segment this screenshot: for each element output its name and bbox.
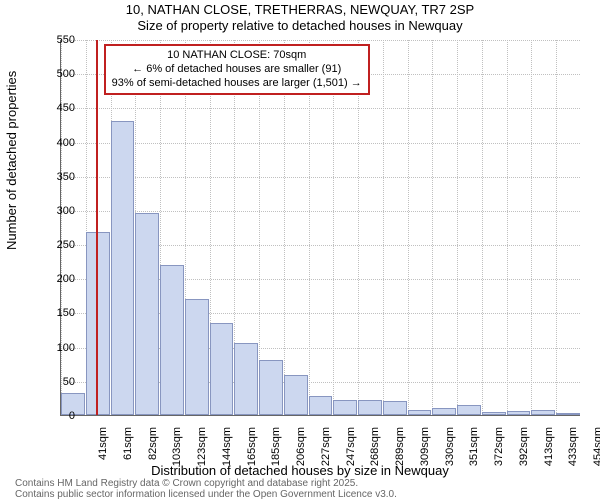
chart-subtitle: Size of property relative to detached ho… <box>0 18 600 33</box>
histogram-bar <box>135 213 159 415</box>
x-axis-label: Distribution of detached houses by size … <box>0 463 600 478</box>
footer-attribution: Contains HM Land Registry data © Crown c… <box>15 478 397 500</box>
gridline-h <box>61 40 580 41</box>
y-tick-label: 550 <box>45 34 75 46</box>
chart-container: 10, NATHAN CLOSE, TRETHERRAS, NEWQUAY, T… <box>0 0 600 500</box>
gridline-v <box>61 40 62 415</box>
histogram-bar <box>482 412 506 415</box>
histogram-bar <box>408 410 432 415</box>
gridline-v <box>556 40 557 415</box>
gridline-v <box>309 40 310 415</box>
histogram-bar <box>507 411 531 415</box>
y-tick-label: 400 <box>45 137 75 149</box>
annotation-box: 10 NATHAN CLOSE: 70sqm ← 6% of detached … <box>104 44 370 95</box>
footer-line2: Contains public sector information licen… <box>15 489 397 500</box>
gridline-h <box>61 177 580 178</box>
histogram-bar <box>309 396 333 415</box>
y-tick-label: 300 <box>45 205 75 217</box>
histogram-bar <box>383 401 407 415</box>
histogram-bar <box>210 323 234 415</box>
gridline-h <box>61 108 580 109</box>
y-axis-label: Number of detached properties <box>4 71 19 250</box>
histogram-bar <box>531 410 555 415</box>
histogram-bar <box>358 400 382 415</box>
gridline-v <box>432 40 433 415</box>
y-tick-label: 100 <box>45 342 75 354</box>
gridline-v <box>358 40 359 415</box>
y-tick-label: 50 <box>45 376 75 388</box>
gridline-v <box>408 40 409 415</box>
marker-line <box>96 40 98 415</box>
annotation-line3: 93% of semi-detached houses are larger (… <box>112 77 362 91</box>
chart-title: 10, NATHAN CLOSE, TRETHERRAS, NEWQUAY, T… <box>0 2 600 17</box>
histogram-bar <box>160 265 184 415</box>
histogram-bar <box>259 360 283 415</box>
gridline-h <box>61 143 580 144</box>
histogram-bar <box>556 413 580 415</box>
gridline-v <box>507 40 508 415</box>
gridline-h <box>61 211 580 212</box>
y-tick-label: 350 <box>45 171 75 183</box>
gridline-v <box>531 40 532 415</box>
annotation-line2: ← 6% of detached houses are smaller (91) <box>112 63 362 77</box>
histogram-bar <box>185 299 209 415</box>
gridline-v <box>259 40 260 415</box>
gridline-v <box>284 40 285 415</box>
y-tick-label: 450 <box>45 102 75 114</box>
gridline-v <box>482 40 483 415</box>
histogram-bar <box>333 400 357 415</box>
gridline-v <box>457 40 458 415</box>
y-tick-label: 250 <box>45 239 75 251</box>
y-tick-label: 500 <box>45 68 75 80</box>
histogram-bar <box>234 343 258 415</box>
y-tick-label: 150 <box>45 307 75 319</box>
footer-line1: Contains HM Land Registry data © Crown c… <box>15 478 397 489</box>
histogram-bar <box>284 375 308 415</box>
gridline-v <box>383 40 384 415</box>
histogram-bar <box>111 121 135 415</box>
y-tick-label: 0 <box>45 410 75 422</box>
annotation-line1: 10 NATHAN CLOSE: 70sqm <box>112 49 362 63</box>
gridline-v <box>333 40 334 415</box>
y-tick-label: 200 <box>45 273 75 285</box>
plot-area: 10 NATHAN CLOSE: 70sqm ← 6% of detached … <box>60 40 580 416</box>
histogram-bar <box>432 408 456 415</box>
histogram-bar <box>457 405 481 415</box>
